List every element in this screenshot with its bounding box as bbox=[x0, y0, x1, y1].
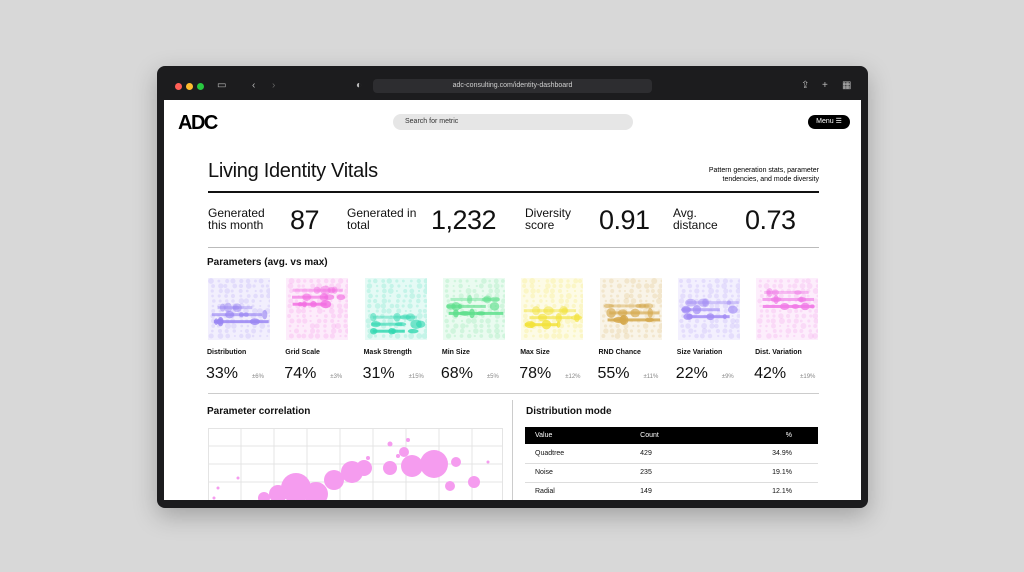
parameter-name: Max Size bbox=[520, 349, 550, 356]
shield-icon: ◐ bbox=[356, 80, 363, 91]
section-heading: Parameter correlation bbox=[207, 406, 311, 417]
parameter-delta: ±19% bbox=[800, 374, 816, 380]
parameter-value: 33% bbox=[206, 365, 239, 382]
parameter-value: 74% bbox=[284, 365, 317, 382]
pattern-tile bbox=[756, 278, 819, 340]
table-cell: 149 bbox=[640, 488, 652, 495]
parameter-name: Distribution bbox=[207, 349, 247, 356]
pattern-tile bbox=[521, 278, 584, 340]
table-cell: 429 bbox=[640, 449, 652, 457]
parameter-name: RND Chance bbox=[598, 349, 641, 356]
column-header: % bbox=[785, 432, 792, 439]
parameter-name: Min Size bbox=[441, 349, 470, 356]
stat-value: 0.73 bbox=[745, 205, 796, 235]
correlation-bubbles bbox=[212, 438, 490, 500]
zoom-button[interactable] bbox=[197, 83, 204, 90]
parameter-delta: ±15% bbox=[408, 374, 424, 380]
divider bbox=[208, 191, 819, 193]
section-heading: Distribution mode bbox=[526, 406, 612, 417]
menu-button[interactable]: Menu ☰ bbox=[808, 115, 850, 129]
search-input[interactable]: Search for metric bbox=[393, 114, 633, 130]
stat-label: Generated this month bbox=[208, 206, 265, 232]
parameter-value: 55% bbox=[597, 365, 630, 382]
stat-label: Avg. distance bbox=[673, 206, 718, 232]
parameter-name: Mask Strength bbox=[363, 349, 412, 356]
table-cell: 34.9% bbox=[772, 449, 792, 457]
table-row: Quadtree 429 34.9% bbox=[525, 444, 818, 463]
distribution-table: Value Count% Quadtree 429 34.9% Noise 235 19.1%… bbox=[525, 427, 818, 500]
parameter-value: 22% bbox=[675, 365, 708, 382]
table-cell: Noise bbox=[535, 469, 553, 476]
table-cell: 12.1% bbox=[772, 488, 792, 495]
pattern-tile bbox=[208, 278, 270, 340]
table-cell: Radial bbox=[535, 488, 555, 495]
pattern-tile bbox=[286, 278, 349, 340]
minimize-button[interactable] bbox=[186, 83, 193, 90]
divider bbox=[208, 247, 819, 248]
pattern-tile bbox=[677, 278, 740, 340]
page-subtitle: Pattern generation stats, parameter tend… bbox=[708, 167, 819, 183]
share-button[interactable]: ⇪ bbox=[801, 80, 810, 91]
stat-value: 1,232 bbox=[431, 205, 497, 235]
parameter-name: Dist. Variation bbox=[755, 349, 802, 356]
table-header-row: Value Count% bbox=[525, 427, 818, 444]
column-header: Count bbox=[640, 432, 659, 439]
parameter-value: 31% bbox=[362, 365, 395, 382]
section-heading: Parameters (avg. vs max) bbox=[207, 257, 328, 268]
stat-value: 0.91 bbox=[599, 205, 650, 235]
page-title: Living Identity Vitals bbox=[208, 160, 378, 182]
pattern-tile bbox=[599, 278, 662, 340]
address-bar[interactable]: adc-consulting.com/identity-dashboard bbox=[373, 79, 652, 93]
new-tab-button[interactable]: + bbox=[822, 80, 828, 91]
parameter-delta: ±6% bbox=[252, 374, 264, 380]
pattern-tile bbox=[442, 278, 505, 340]
table-cell: 19.1% bbox=[772, 469, 792, 476]
column-header: Value bbox=[535, 432, 553, 439]
table-cell: Quadtree bbox=[535, 449, 565, 457]
viewport: ADC Search for metric Menu ☰ Living Iden… bbox=[164, 100, 861, 500]
back-button[interactable]: ‹ bbox=[252, 80, 256, 91]
forward-button[interactable]: › bbox=[272, 80, 276, 91]
parameter-delta: ±3% bbox=[330, 374, 343, 380]
table-row: Radial 149 12.1% bbox=[525, 482, 818, 500]
parameter-value: 68% bbox=[440, 365, 473, 382]
close-button[interactable] bbox=[175, 83, 182, 90]
parameter-name: Size Variation bbox=[676, 349, 723, 356]
stat-value: 87 bbox=[290, 205, 320, 235]
parameter-name: Grid Scale bbox=[285, 349, 320, 356]
pattern-tile bbox=[364, 278, 427, 340]
menu-label: Menu bbox=[816, 118, 834, 125]
parameter-delta: ±11% bbox=[643, 374, 659, 380]
stat-label: Diversity score bbox=[525, 206, 572, 232]
tabs-button[interactable]: ▦ bbox=[842, 80, 852, 91]
table-cell: 235 bbox=[640, 469, 652, 476]
parameter-delta: ±12% bbox=[565, 374, 581, 380]
table-row: Noise 235 19.1% bbox=[525, 463, 818, 482]
divider bbox=[208, 393, 819, 394]
parameter-delta: ±9% bbox=[721, 374, 734, 380]
stat-label: Generated in total bbox=[347, 206, 417, 232]
sidebar-toggle[interactable]: ▭ bbox=[217, 80, 227, 91]
parameter-delta: ±5% bbox=[486, 374, 499, 380]
divider bbox=[512, 400, 513, 500]
correlation-plot bbox=[208, 428, 503, 500]
logo[interactable]: ADC bbox=[178, 112, 218, 134]
parameter-value: 78% bbox=[519, 365, 552, 382]
parameter-value: 42% bbox=[754, 365, 787, 382]
